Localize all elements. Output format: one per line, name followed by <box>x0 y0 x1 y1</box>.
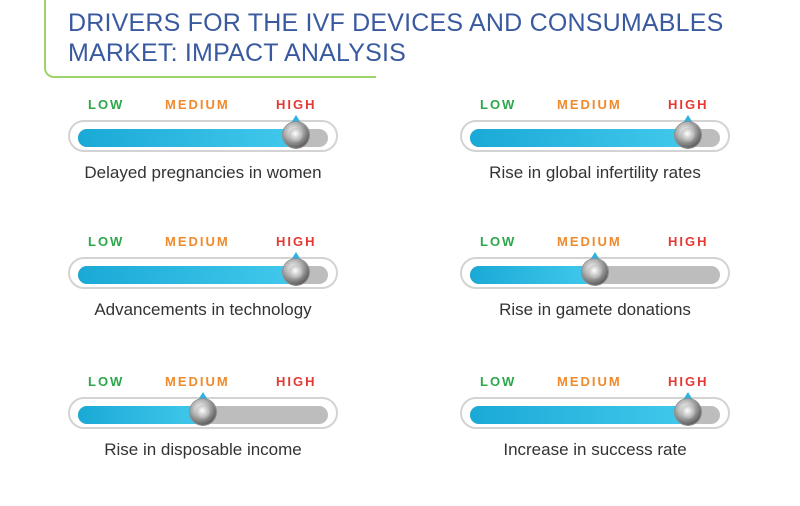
impact-gauge <box>68 392 338 429</box>
gauge-knob <box>673 115 703 155</box>
dial-knob-icon <box>190 399 216 425</box>
page-title: DRIVERS FOR THE IVF DEVICES AND CONSUMAB… <box>68 8 768 68</box>
driver-label: Delayed pregnancies in women <box>84 163 322 182</box>
gauge-track <box>470 129 720 147</box>
dial-knob-icon <box>675 122 701 148</box>
pointer-triangle-icon <box>590 252 600 260</box>
pointer-triangle-icon <box>683 392 693 400</box>
driver-card: LOW MEDIUM HIGH Rise in gamete donations <box>460 234 740 344</box>
impact-scale-labels: LOW MEDIUM HIGH <box>460 374 740 390</box>
gauge-fill <box>470 129 688 147</box>
scale-low-label: LOW <box>88 97 125 112</box>
scale-low-label: LOW <box>88 234 125 249</box>
scale-medium-label: MEDIUM <box>557 234 622 249</box>
driver-label: Rise in gamete donations <box>499 300 691 319</box>
gauge-track <box>470 406 720 424</box>
scale-low-label: LOW <box>480 374 517 389</box>
dial-knob-icon <box>283 259 309 285</box>
scale-low-label: LOW <box>480 234 517 249</box>
gauge-knob <box>188 392 218 432</box>
driver-label: Rise in disposable income <box>104 440 302 459</box>
impact-scale-labels: LOW MEDIUM HIGH <box>68 97 348 113</box>
dial-knob-icon <box>675 399 701 425</box>
impact-gauge <box>460 392 730 429</box>
gauge-fill <box>470 266 595 284</box>
title-line-1: DRIVERS FOR THE IVF DEVICES AND CONSUMAB… <box>68 9 724 37</box>
pointer-triangle-icon <box>683 115 693 123</box>
pointer-triangle-icon <box>291 115 301 123</box>
driver-card: LOW MEDIUM HIGH Increase in success rate <box>460 374 740 484</box>
gauge-fill <box>470 406 688 424</box>
scale-low-label: LOW <box>480 97 517 112</box>
dial-knob-icon <box>283 122 309 148</box>
gauge-knob <box>281 252 311 292</box>
gauge-knob <box>580 252 610 292</box>
scale-medium-label: MEDIUM <box>165 234 230 249</box>
impact-gauge <box>460 252 730 289</box>
scale-high-label: HIGH <box>276 97 317 112</box>
scale-high-label: HIGH <box>276 234 317 249</box>
scale-low-label: LOW <box>88 374 125 389</box>
scale-medium-label: MEDIUM <box>557 97 622 112</box>
scale-high-label: HIGH <box>668 97 709 112</box>
impact-scale-labels: LOW MEDIUM HIGH <box>68 374 348 390</box>
driver-card: LOW MEDIUM HIGH Advancements in technolo… <box>68 234 348 344</box>
driver-card: LOW MEDIUM HIGH Delayed pregnancies in w… <box>68 97 348 207</box>
scale-medium-label: MEDIUM <box>165 374 230 389</box>
impact-scale-labels: LOW MEDIUM HIGH <box>68 234 348 250</box>
gauge-knob <box>673 392 703 432</box>
pointer-triangle-icon <box>291 252 301 260</box>
gauge-knob <box>281 115 311 155</box>
scale-high-label: HIGH <box>276 374 317 389</box>
driver-label: Rise in global infertility rates <box>489 163 701 182</box>
gauge-fill <box>78 129 296 147</box>
scale-high-label: HIGH <box>668 234 709 249</box>
gauge-track <box>78 266 328 284</box>
impact-gauge <box>68 252 338 289</box>
driver-label: Advancements in technology <box>94 300 312 319</box>
title-accent-frame <box>44 0 376 78</box>
dial-knob-icon <box>582 259 608 285</box>
impact-scale-labels: LOW MEDIUM HIGH <box>460 97 740 113</box>
impact-gauge <box>460 115 730 152</box>
title-line-2: MARKET: IMPACT ANALYSIS <box>68 39 407 67</box>
driver-label: Increase in success rate <box>503 440 687 459</box>
scale-medium-label: MEDIUM <box>557 374 622 389</box>
impact-gauge <box>68 115 338 152</box>
impact-scale-labels: LOW MEDIUM HIGH <box>460 234 740 250</box>
scale-high-label: HIGH <box>668 374 709 389</box>
driver-card: LOW MEDIUM HIGH Rise in global infertili… <box>460 97 740 207</box>
gauge-fill <box>78 406 203 424</box>
scale-medium-label: MEDIUM <box>165 97 230 112</box>
driver-card: LOW MEDIUM HIGH Rise in disposable incom… <box>68 374 348 484</box>
pointer-triangle-icon <box>198 392 208 400</box>
gauge-fill <box>78 266 296 284</box>
gauge-track <box>78 129 328 147</box>
